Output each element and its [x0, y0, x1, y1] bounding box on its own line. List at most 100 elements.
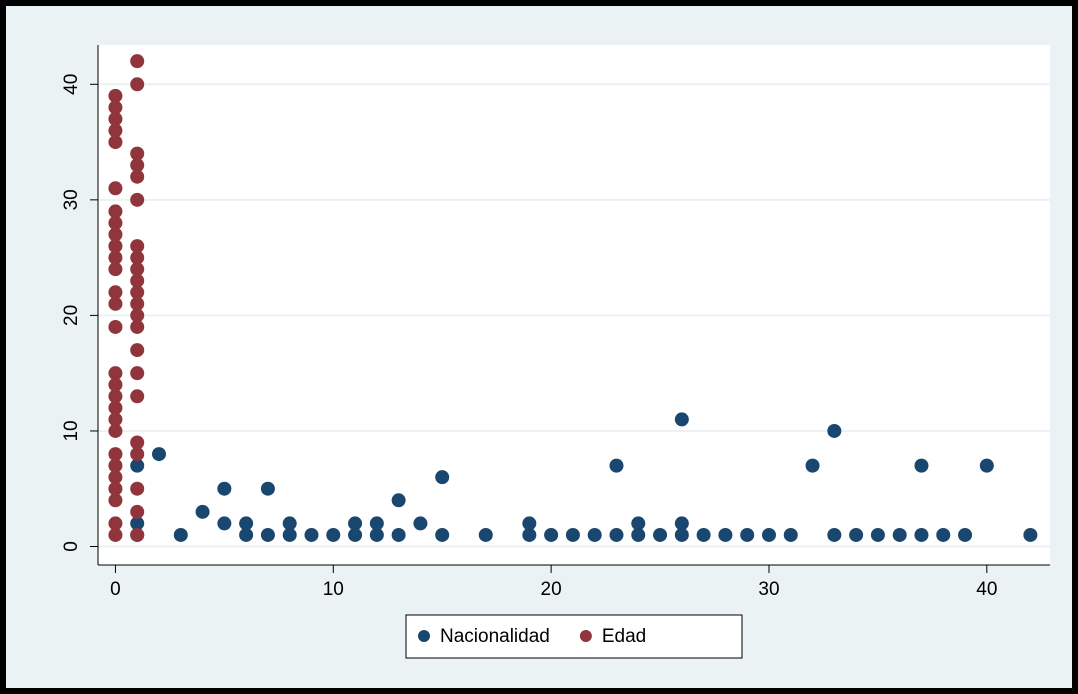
point [544, 527, 559, 542]
y-tick-label: 0 [61, 541, 82, 552]
point [130, 447, 145, 462]
y-tick-label: 40 [61, 74, 82, 95]
point [130, 389, 145, 404]
point [674, 412, 689, 427]
point [260, 527, 275, 542]
point [108, 215, 123, 230]
point [108, 527, 123, 542]
point [130, 192, 145, 207]
plot-area [98, 45, 1050, 565]
point [413, 516, 428, 531]
point [108, 481, 123, 496]
point [108, 400, 123, 415]
point [108, 239, 123, 254]
point [108, 319, 123, 334]
point [696, 527, 711, 542]
y-tick-label: 30 [61, 189, 82, 210]
legend-marker [579, 630, 592, 642]
point [282, 527, 297, 542]
point [108, 366, 123, 381]
point [108, 88, 123, 103]
point [783, 527, 798, 542]
point [631, 516, 646, 531]
legend-label: Nacionalidad [440, 626, 550, 647]
y-tick-label: 20 [61, 305, 82, 326]
point [108, 423, 123, 438]
x-tick-label: 40 [976, 579, 997, 600]
point [239, 516, 254, 531]
point [1023, 527, 1038, 542]
point [239, 527, 254, 542]
point [892, 527, 907, 542]
point [936, 527, 951, 542]
legend-marker [418, 630, 430, 642]
point [587, 527, 602, 542]
point [565, 527, 580, 542]
point [369, 527, 384, 542]
point [130, 262, 145, 277]
point [435, 470, 450, 485]
point [130, 273, 145, 288]
point [914, 527, 929, 542]
point [108, 181, 123, 196]
x-tick-label: 0 [110, 579, 121, 600]
point [130, 504, 145, 519]
point [348, 516, 363, 531]
point [108, 135, 123, 150]
point [631, 527, 646, 542]
point [130, 527, 145, 542]
point [195, 504, 210, 519]
point [108, 516, 123, 531]
point [522, 527, 537, 542]
point [108, 493, 123, 508]
point [653, 527, 668, 542]
y-tick-label: 10 [61, 420, 82, 441]
point [108, 111, 123, 126]
x-tick-label: 20 [541, 579, 562, 600]
x-tick-label: 30 [758, 579, 779, 600]
point [130, 54, 145, 69]
point [260, 481, 275, 496]
point [108, 227, 123, 242]
point [217, 516, 232, 531]
point [674, 527, 689, 542]
point [108, 470, 123, 485]
point [979, 458, 994, 473]
point [108, 250, 123, 265]
point [108, 204, 123, 219]
point [870, 527, 885, 542]
point [108, 123, 123, 138]
point [130, 296, 145, 311]
point [130, 458, 145, 473]
point [108, 296, 123, 311]
point [674, 516, 689, 531]
legend [405, 614, 743, 659]
point [827, 423, 842, 438]
point [130, 481, 145, 496]
point [914, 458, 929, 473]
point [130, 77, 145, 92]
point [805, 458, 820, 473]
point [217, 481, 232, 496]
point [958, 527, 973, 542]
point [108, 412, 123, 427]
point [130, 435, 145, 450]
point [108, 447, 123, 462]
point [130, 308, 145, 323]
point [369, 516, 384, 531]
point [282, 516, 297, 531]
point [130, 169, 145, 184]
point [348, 527, 363, 542]
point [478, 527, 493, 542]
point [304, 527, 319, 542]
point [761, 527, 776, 542]
point [130, 366, 145, 381]
point [391, 493, 406, 508]
point [130, 250, 145, 265]
point [130, 239, 145, 254]
point [130, 319, 145, 334]
point [740, 527, 755, 542]
point [108, 262, 123, 277]
point [435, 527, 450, 542]
